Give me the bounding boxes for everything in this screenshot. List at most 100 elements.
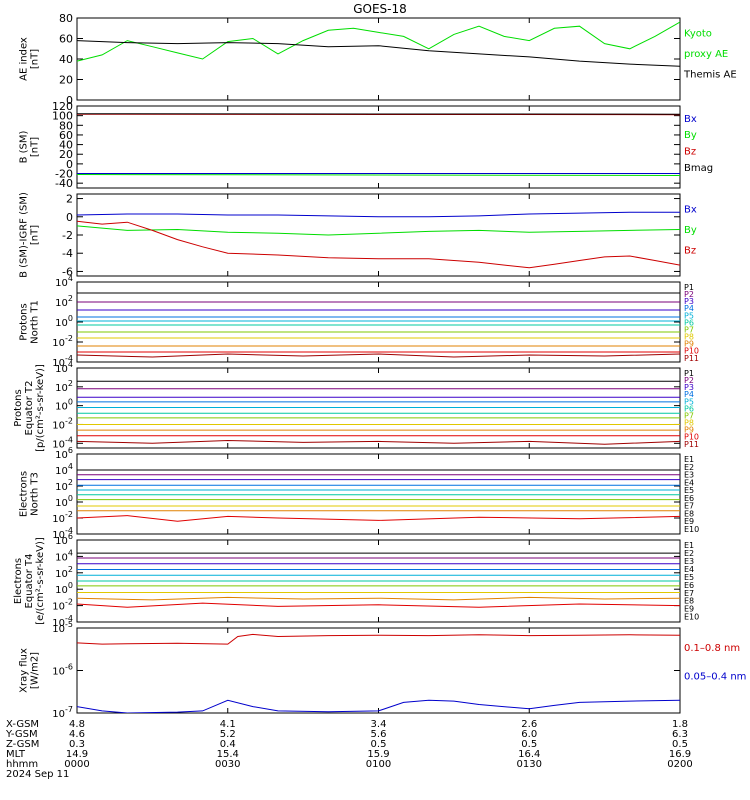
y-tick-label: 106 — [55, 532, 73, 547]
legend-label: P10 — [684, 433, 699, 442]
y-axis-label: Xray flux [W/m2] — [19, 648, 41, 693]
y-tick-label: 0 — [66, 211, 73, 224]
footer-value: 0100 — [366, 759, 391, 770]
y-tick-label: 0 — [66, 158, 73, 171]
panel-8: 10-7 10-6 10-5 Xray flux [W/m2] 0.1–0.8 nm 0.0… — [19, 620, 747, 720]
series-group — [77, 380, 680, 445]
y-tick-label: 80 — [59, 12, 73, 25]
legend-label: P11 — [684, 354, 699, 363]
y-tick-label: 102 — [55, 379, 73, 394]
legend-label: Kyoto — [684, 28, 712, 39]
footer-value: 0000 — [64, 759, 89, 770]
footer-value: 16.4 — [518, 749, 540, 760]
footer-row-label: hhmm — [6, 759, 38, 770]
y-tick-label: 10-5 — [52, 620, 73, 635]
footer-value: 0.5 — [521, 739, 537, 750]
y-tick-label: -20 — [55, 168, 73, 181]
footer-value: 1.8 — [672, 719, 688, 730]
y-tick-label: 100 — [55, 494, 73, 509]
y-axis-label-line: [p/(cm²-s-sr-keV)] — [35, 364, 46, 452]
series-line-kyoto-proxy-ae — [77, 21, 680, 62]
footer-value: 0.4 — [220, 739, 236, 750]
y-tick-label: 106 — [55, 446, 73, 461]
y-tick-label: 10-2 — [52, 416, 73, 431]
y-tick-label: 100 — [55, 314, 73, 329]
y-axis-label-line: North T3 — [30, 472, 41, 516]
legend-label: E4 — [684, 478, 694, 487]
series-line-themis-ae — [77, 40, 680, 67]
series-group — [77, 552, 680, 608]
footer-value: 2.6 — [521, 719, 537, 730]
y-tick-label: 40 — [59, 53, 73, 66]
panel-frame — [76, 281, 681, 363]
footer-value: 4.6 — [69, 729, 85, 740]
legend-label: P1 — [684, 283, 694, 292]
legend-label: E5 — [684, 573, 694, 582]
footer-row-label: X-GSM — [6, 719, 39, 730]
series-group — [77, 469, 680, 522]
y-axis-label-line: [W/m2] — [30, 652, 41, 689]
legend-label: E10 — [684, 525, 699, 534]
y-axis-label-line: Protons — [19, 303, 30, 340]
y-tick-label: 10-4 — [52, 614, 73, 629]
y-tick-label: 10-4 — [52, 526, 73, 541]
footer-value: 5.6 — [371, 729, 387, 740]
y-tick-label: 20 — [59, 148, 73, 161]
y-tick-label: 120 — [52, 100, 73, 113]
panel-1: 0 20 40 60 80 AE index [nT] Kyoto proxy AE Themis… — [19, 12, 737, 107]
y-axis-label-line: Equator T2 — [24, 381, 35, 436]
legend-label: E4 — [684, 565, 694, 574]
y-tick-label: 102 — [55, 565, 73, 580]
legend-label: 0.05–0.4 nm — [684, 671, 746, 682]
y-axis-label-line: B (SM) — [19, 130, 30, 163]
y-axis-label: Protons Equator T2 [p/(cm²-s-sr-keV)] — [13, 364, 46, 452]
y-axis-label: Electrons North T3 — [19, 471, 41, 517]
y-tick-label: 10-4 — [52, 354, 73, 369]
legend-label: P1 — [684, 369, 694, 378]
legend-label: P9 — [684, 426, 694, 435]
legend-label: Themis AE — [683, 69, 737, 80]
y-axis-label-line: [nT] — [30, 137, 41, 157]
legend-label: Bx — [684, 204, 697, 215]
footer-value: 0.5 — [371, 739, 387, 750]
legend-label: E5 — [684, 486, 694, 495]
legend-label: P3 — [684, 383, 694, 392]
panel-3: -6 -4 -2 0 2 B (SM)-IGRF (SM) [nT] Bx By Bz — [19, 192, 697, 278]
legend-label: E7 — [684, 502, 694, 511]
y-axis-label-line: North T1 — [30, 300, 41, 344]
legend-label: Bx — [684, 114, 697, 125]
legend-label: 0.1–0.8 nm — [684, 643, 740, 654]
series-line-bmag — [77, 113, 680, 115]
y-tick-label: 104 — [55, 548, 73, 563]
legend-label: P4 — [684, 304, 694, 313]
legend-label: E7 — [684, 589, 694, 598]
series-group — [77, 211, 680, 269]
legend-label: E3 — [684, 557, 694, 566]
series-group — [77, 633, 680, 713]
legend-label: E2 — [684, 463, 694, 472]
legend-label: P5 — [684, 397, 694, 406]
series-line-bx — [77, 211, 680, 218]
series-line-by — [77, 174, 680, 176]
series-line-e9 — [77, 596, 680, 601]
chart-title: GOES-18 — [353, 2, 407, 16]
y-axis-label-line: Xray flux — [19, 648, 30, 693]
footer-value: 4.1 — [220, 719, 236, 730]
footer-value: 15.9 — [367, 749, 389, 760]
y-axis-label-line: [nT] — [30, 225, 41, 245]
series-line-e10 — [77, 602, 680, 608]
series-line-p11 — [77, 439, 680, 445]
y-tick-label: 10-6 — [52, 663, 73, 678]
y-axis-label: B (SM)-IGRF (SM) [nT] — [19, 192, 41, 278]
legend-label: P8 — [684, 333, 694, 342]
y-tick-label: 60 — [59, 129, 73, 142]
y-tick-label: 104 — [55, 360, 73, 375]
footer-value: 0.5 — [672, 739, 688, 750]
y-axis-label: Electrons Equator T4 [e/(cm²-s-sr-keV)] — [13, 537, 46, 625]
legend-label: E1 — [684, 541, 694, 550]
panel-frame — [76, 453, 681, 535]
legend-label: By — [684, 225, 697, 236]
